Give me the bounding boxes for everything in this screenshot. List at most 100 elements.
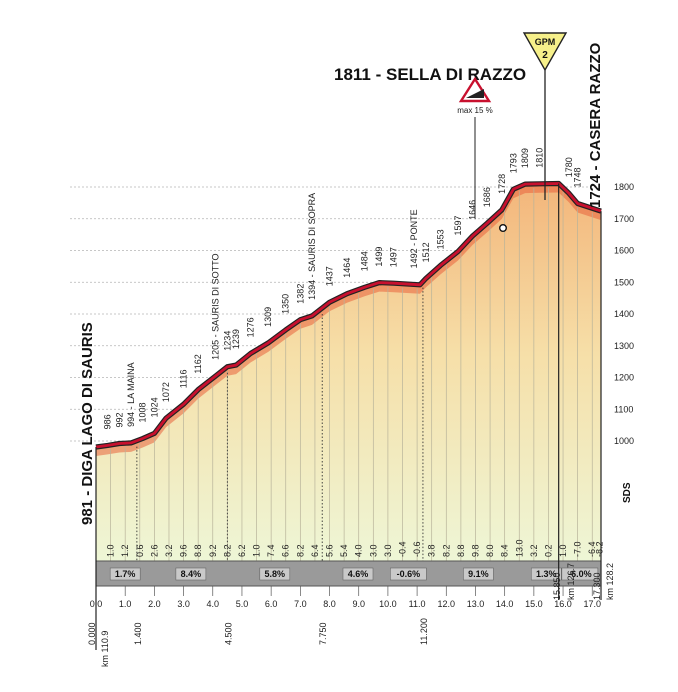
altitude-label: 1276	[246, 317, 256, 337]
altitude-label: 1497	[389, 247, 399, 267]
gradient-label: 3.2	[164, 544, 174, 557]
profile-fill	[96, 183, 601, 561]
avg-gradient-label: 1.7%	[115, 569, 136, 579]
gpm-flag-icon: GPM 2	[522, 32, 568, 72]
finish-km-value: 17.300	[592, 572, 602, 600]
gradient-label: 8.4	[500, 544, 510, 557]
gradient-label: -7.0	[573, 541, 583, 557]
distance-tick-label: 17.0	[583, 599, 601, 609]
gradient-label: -0.4	[398, 541, 408, 557]
start-label: 981 - DIGA LAGO DI SAURIS	[79, 322, 96, 525]
road-line	[95, 180, 602, 450]
gradient-label: -0.6	[412, 541, 422, 557]
gradient-label: 0.6	[135, 544, 145, 557]
distance-axis: 0.0 1.0 2.0 3.0 4.0 5.0 6.0 7.0 8.0 9.0 10.0 11.0 12…	[90, 586, 601, 609]
avg-gradient-label: -0.6%	[397, 569, 421, 579]
altitude-label: 1205 - SAURIS DI SOTTO	[211, 254, 221, 360]
distance-tick-label: 5.0	[236, 599, 249, 609]
avg-gradient-label: 8.4%	[181, 569, 202, 579]
segment-gradient-labels: 1.0 1.2 0.6 2.6 3.2 9.6 8.8 9.2 8.2 6.2 1.0 7.4 6.6 8…	[106, 539, 605, 557]
gradient-label: 0.2	[544, 544, 554, 557]
avg-gradient-label: 1.3%	[536, 569, 557, 579]
distance-tick-label: 13.0	[467, 599, 485, 609]
altitude-label: 1646	[468, 200, 478, 220]
altitude-label: 1437	[325, 266, 335, 286]
special-km-labels: 1.400 4.500 7.750 11.200	[95, 183, 602, 650]
altitude-label: 1239	[231, 329, 241, 349]
altitude-label: 1780	[564, 157, 574, 177]
altitude-label: 1793	[508, 153, 518, 173]
gradient-label: 8.8	[193, 544, 203, 557]
avg-gradient-box	[342, 567, 374, 581]
gradient-label: 8.0	[485, 544, 495, 557]
altitude-label: 1024	[149, 397, 159, 417]
average-gradient-labels: 1.7% 8.4% 5.8% 4.6% -0.6% 9.1% 1.3% -6.0%	[109, 567, 599, 581]
gradient-label: 1.0	[106, 544, 116, 557]
distance-tick-label: 16.0	[554, 599, 572, 609]
altitude-label: 1309	[263, 307, 273, 327]
finish-label: 1724 - CASERA RAZZO	[587, 42, 604, 208]
gradient-label: 7.4	[266, 544, 276, 557]
start-km-total: km 110.9	[100, 631, 110, 667]
distance-tick-label: 4.0	[207, 599, 220, 609]
gradient-label: 4.0	[354, 544, 364, 557]
elevation-tick-label: 1400	[614, 309, 634, 319]
altitude-label: 1728	[497, 174, 507, 194]
gradient-label: 8.8	[456, 544, 466, 557]
altitude-label: 1748	[573, 167, 583, 187]
elevation-tick-label: 1000	[614, 436, 634, 446]
elevation-axis: 1000 1100 1200 1300 1400 1500 1600 1700 1800	[614, 182, 634, 446]
max-gradient-point	[499, 223, 508, 232]
elevation-tick-label: 1700	[614, 214, 634, 224]
altitude-label: 1072	[161, 382, 171, 402]
gradient-label: 3.2	[529, 544, 539, 557]
distance-tick-label: 9.0	[352, 599, 365, 609]
altitude-label: 1464	[342, 258, 352, 278]
altitude-label: 1686	[482, 187, 492, 207]
road-stroke	[95, 182, 602, 449]
summit-km-value: 15.850	[552, 572, 562, 600]
distance-tick-label: 11.0	[409, 599, 426, 609]
distance-tick-label: 14.0	[496, 599, 514, 609]
avg-gradient-box	[463, 567, 494, 581]
gradient-label: 6.6	[281, 544, 291, 557]
sds-logo: SDS	[622, 482, 633, 503]
elevation-tick-label: 1200	[614, 373, 634, 383]
distance-tick-label: 2.0	[148, 599, 161, 609]
start-km-value: 0.000	[87, 622, 97, 645]
gradient-label: 8.2	[295, 544, 305, 557]
elevation-tick-label: 1500	[614, 277, 634, 287]
gradient-label: 6.4	[310, 544, 320, 557]
summit-label: 1811 - SELLA DI RAZZO	[334, 65, 526, 84]
gradient-label: 9.2	[208, 544, 218, 557]
gradient-label: 3.0	[383, 544, 393, 557]
avg-gradient-label: -6.0%	[568, 569, 592, 579]
profile-area	[96, 183, 601, 561]
distance-tick-label: 3.0	[177, 599, 190, 609]
special-km-label: 11.200	[419, 618, 429, 645]
elevation-tick-label: 1100	[614, 404, 633, 414]
avg-gradient-box	[530, 567, 562, 581]
gradient-label: -6.4	[587, 541, 597, 557]
altitude-label: 1350	[281, 294, 291, 314]
elevation-tick-label: 1300	[614, 341, 634, 351]
avg-gradient-box	[175, 567, 207, 581]
altitude-label: 1809	[520, 148, 530, 168]
elevation-tick-label: 1600	[614, 246, 634, 256]
altitude-label: 986	[103, 414, 113, 429]
special-km-label: 7.750	[318, 622, 328, 645]
gradient-label: 8.2	[441, 544, 451, 557]
altitude-label: 1810	[535, 148, 545, 168]
gradient-label: 3.0	[368, 544, 378, 557]
avg-gradient-box	[109, 567, 141, 581]
gradient-label: 3.8	[427, 544, 437, 557]
steep-gradient-warning-icon	[458, 76, 492, 103]
altitude-label: 1492 - PONTE	[409, 209, 419, 268]
gpm-category: 2	[542, 50, 548, 61]
distance-tick-label: 12.0	[438, 599, 456, 609]
gpm-label: GPM	[535, 37, 556, 47]
elevation-tick-label: 1800	[614, 182, 634, 192]
altitude-label: 1499	[374, 247, 384, 267]
avg-gradient-label: 4.6%	[348, 569, 369, 579]
